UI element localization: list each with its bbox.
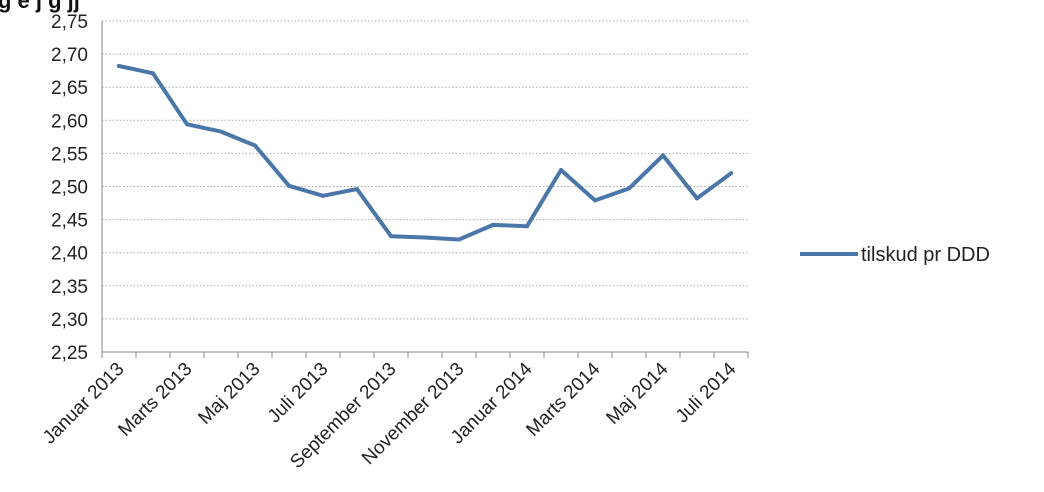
data-point <box>253 143 257 148</box>
data-point <box>423 235 427 240</box>
data-point <box>389 234 393 239</box>
legend: tilskud pr DDD <box>800 244 990 266</box>
y-tick-label: 2,25 <box>51 343 88 364</box>
x-tick-label: Marts 2013 <box>114 359 196 441</box>
x-tick-label: Marts 2014 <box>522 358 604 440</box>
y-tick-label: 2,45 <box>51 211 88 232</box>
data-point <box>457 237 461 242</box>
y-tick-label: 2,75 <box>51 12 88 33</box>
y-tick-label: 2,60 <box>51 111 88 132</box>
data-point <box>185 122 189 127</box>
x-tick-label: Januar 2013 <box>39 359 129 449</box>
y-tick-label: 2,55 <box>51 144 88 165</box>
data-point <box>695 196 699 201</box>
data-point <box>661 153 665 158</box>
y-tick-label: 2,50 <box>51 178 88 199</box>
y-tick-label: 2,40 <box>51 244 88 265</box>
data-point <box>117 64 121 69</box>
data-point <box>321 193 325 198</box>
x-tick-label: Juli 2013 <box>264 359 333 428</box>
data-point <box>559 167 563 172</box>
series-line <box>117 64 733 242</box>
x-tick-label: Juli 2014 <box>672 358 741 427</box>
y-tick-label: 2,35 <box>51 277 88 298</box>
data-point <box>729 171 733 176</box>
series-group <box>117 64 733 242</box>
data-point <box>151 71 155 76</box>
data-point <box>627 186 631 191</box>
data-point <box>355 187 359 192</box>
data-point <box>219 129 223 134</box>
data-point <box>491 222 495 227</box>
y-axis: 2,25 2,30 2,35 2,40 2,45 2,50 2,55 2,60 2,65 2,70… <box>51 12 103 364</box>
y-tick-label: 2,65 <box>51 78 88 99</box>
data-point <box>593 198 597 203</box>
data-point <box>287 183 291 188</box>
cropped-title-fragment: g e j g jj <box>0 0 80 13</box>
legend-label: tilskud pr DDD <box>861 244 990 266</box>
data-point <box>525 224 529 229</box>
gridlines <box>102 20 748 320</box>
x-tick-label: Maj 2013 <box>194 359 264 429</box>
x-tick-label: Maj 2014 <box>602 358 672 428</box>
y-tick-label: 2,70 <box>51 45 88 66</box>
y-tick-label: 2,30 <box>51 310 88 331</box>
